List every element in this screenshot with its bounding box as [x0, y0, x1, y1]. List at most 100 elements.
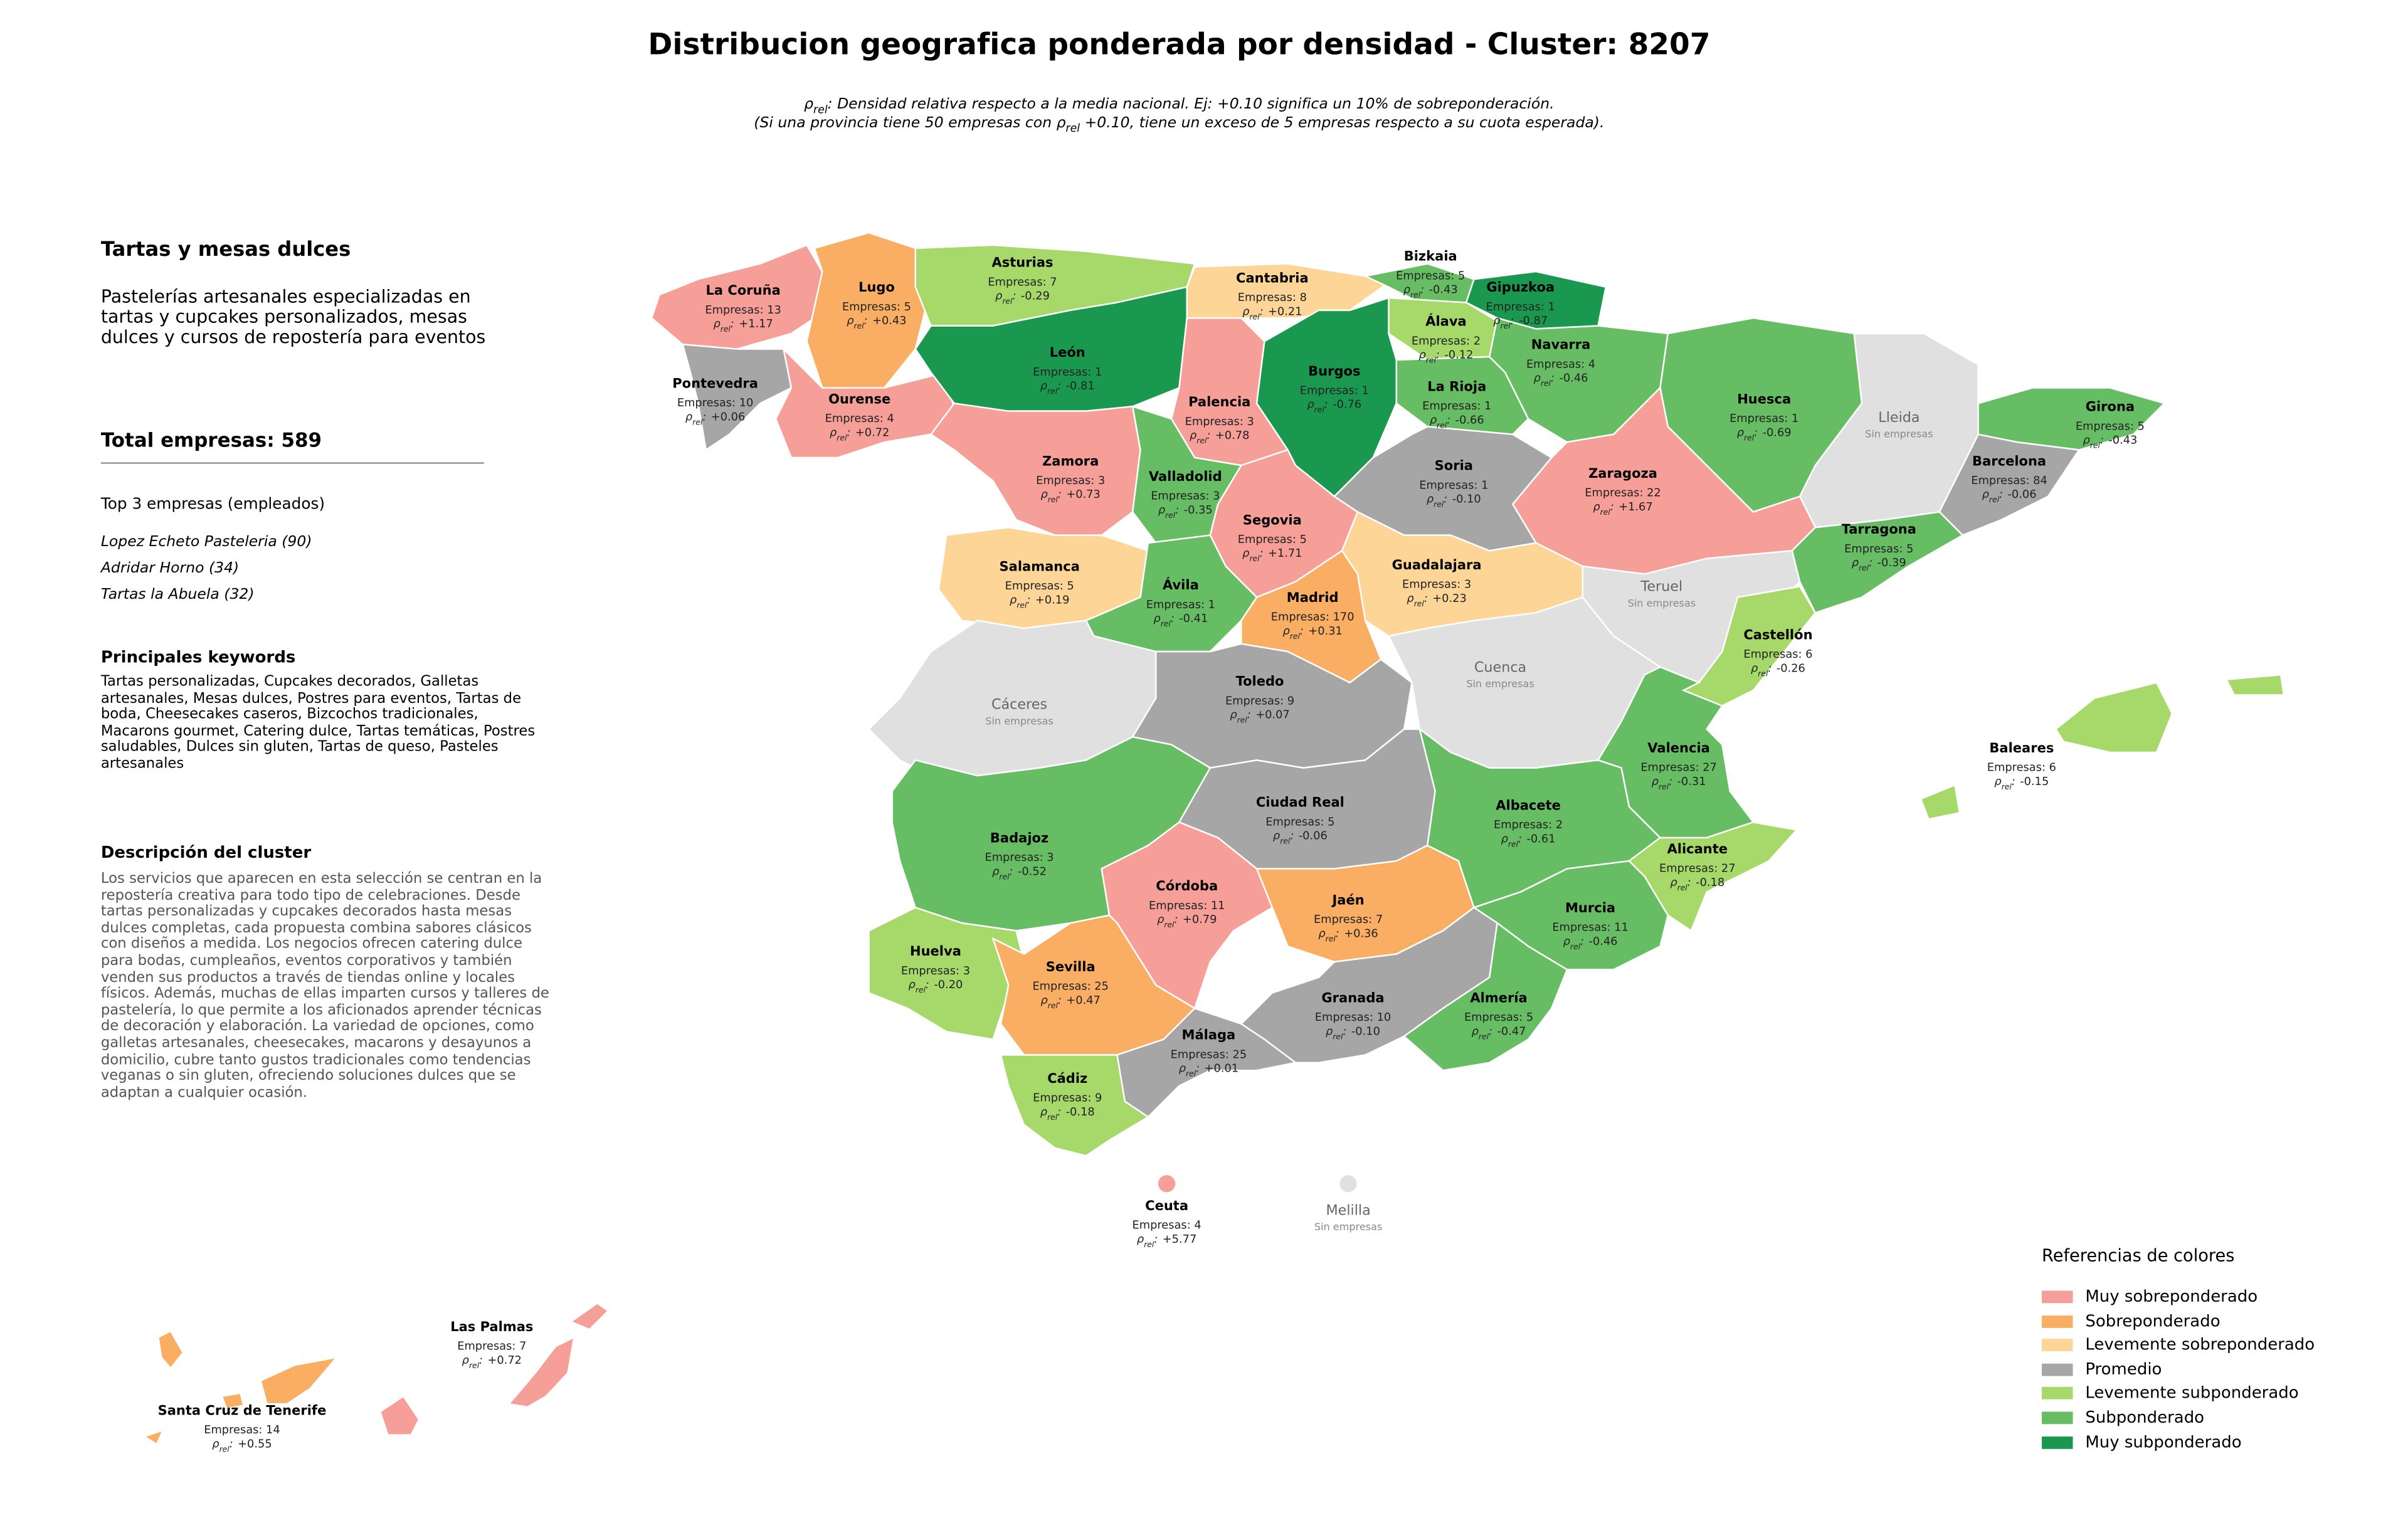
province-rho: ρrel: +5.77	[1137, 1233, 1196, 1249]
rho-value: -0.06	[2007, 488, 2036, 501]
province-count: Empresas: 6	[1743, 648, 1812, 661]
province-rho: ρrel: +0.36	[1318, 927, 1378, 943]
rho-sub: rel	[1186, 1070, 1196, 1078]
rho-value: +0.78	[1215, 429, 1250, 442]
rho-sep: :	[1869, 556, 1872, 569]
legend-label: Levemente sobreponderado	[2085, 1336, 2315, 1355]
province-count: Empresas: 5	[1396, 269, 1465, 282]
keywords-heading: Principales keywords	[100, 648, 296, 667]
province-rho: ρrel: -0.41	[1153, 612, 1208, 628]
rho-value: +0.31	[1308, 624, 1343, 638]
rho-sep: :	[1207, 429, 1210, 442]
rho-sep: :	[1580, 935, 1584, 948]
province-rho: ρrel: -0.69	[1737, 426, 1792, 442]
rho: ρ	[1158, 503, 1166, 517]
legend-title: Referencias de colores	[2042, 1245, 2235, 1266]
province-count: Empresas: 4	[1133, 1219, 1201, 1232]
legend-label: Subponderado	[2085, 1408, 2205, 1428]
province-name: Zamora	[1042, 453, 1099, 468]
province-count: Empresas: 170	[1271, 611, 1354, 624]
rho: ρ	[1472, 1025, 1479, 1038]
province-rho: ρrel: +0.31	[1282, 624, 1342, 641]
divider	[100, 462, 484, 464]
province-rho: ρrel: -0.15	[1994, 775, 2049, 791]
province-rho: ρrel: -0.20	[908, 978, 963, 994]
rho-value: +0.19	[1035, 593, 1070, 606]
top-item: Tartas la Abuela (32)	[100, 586, 255, 604]
rho: ρ	[1307, 398, 1314, 411]
rho-sub: rel	[1326, 934, 1336, 943]
rho-sep: :	[1058, 488, 1062, 501]
rho-sep: :	[1768, 661, 1772, 675]
legend-swatch	[2042, 1363, 2073, 1376]
province-count: Empresas: 7	[988, 275, 1057, 288]
province-name: Zaragoza	[1588, 465, 1657, 481]
rho-sep: :	[847, 426, 850, 439]
rho-sub: rel	[837, 433, 847, 442]
province-rho: ρrel: -0.76	[1307, 398, 1361, 414]
rho-sub: rel	[1414, 599, 1425, 608]
rho-sub: rel	[469, 1361, 480, 1370]
province-rho: ρrel: +0.07	[1230, 709, 1289, 725]
rho: ρ	[1670, 876, 1677, 889]
province-rho: ρrel: -0.06	[1273, 830, 1328, 846]
province-shape	[1338, 1173, 1359, 1194]
rho-value: +0.01	[1205, 1062, 1239, 1075]
rho-value: +1.67	[1619, 500, 1653, 514]
rho: ρ	[1040, 379, 1048, 393]
province-rho: ρrel: -0.12	[1419, 349, 1474, 365]
rho-value: +0.47	[1066, 994, 1101, 1007]
province-shape	[569, 1302, 610, 1330]
province-count: Empresas: 5	[1005, 579, 1074, 593]
rho-value: +0.21	[1268, 305, 1302, 318]
rho-sub: rel	[1165, 511, 1176, 520]
rho-sub: rel	[1249, 554, 1260, 563]
rho-value: -0.81	[1066, 379, 1095, 393]
legend-label: Muy sobreponderado	[2085, 1287, 2258, 1307]
legend-swatch	[2042, 1436, 2073, 1448]
rho-value: -0.15	[2020, 775, 2049, 788]
rho-sub: rel	[1290, 632, 1301, 641]
province-name: Cuenca	[1474, 659, 1526, 675]
province-count: Empresas: 10	[1315, 1011, 1391, 1024]
rho-value: -0.52	[1018, 865, 1047, 878]
rho-sep: :	[1290, 830, 1294, 843]
province-rho: ρrel: +1.67	[1593, 500, 1652, 517]
province-name: Ciudad Real	[1256, 794, 1344, 810]
province-name: Cantabria	[1236, 270, 1309, 285]
province-rho: ρrel: -0.10	[1427, 493, 1481, 509]
province-shape	[1920, 784, 1961, 820]
rho-sep: :	[1424, 592, 1428, 605]
province-rho: ρrel: -0.35	[1158, 503, 1213, 520]
rho-value: -0.29	[1021, 290, 1050, 303]
rho: ρ	[1157, 913, 1164, 926]
province-rho: ρrel: +1.17	[713, 317, 773, 334]
province-rho: ρrel: +0.72	[830, 426, 889, 442]
rho-sep: :	[864, 314, 868, 327]
province-count: Empresas: 6	[1987, 761, 2056, 774]
rho: ρ	[1493, 314, 1501, 327]
legend-item: Muy sobreponderado	[2042, 1287, 2258, 1307]
note-text: : Densidad relativa respecto a la media …	[827, 96, 1555, 113]
legend-label: Muy subponderado	[2085, 1433, 2242, 1452]
rho-sep: :	[1489, 1025, 1492, 1038]
legend-item: Muy subponderado	[2042, 1433, 2242, 1452]
rho-sep: :	[1260, 305, 1264, 318]
province-rho: ρrel: -0.18	[1040, 1105, 1095, 1122]
province-shape	[774, 346, 955, 459]
province-name: Barcelona	[1972, 453, 2046, 468]
rho-sub: rel	[1501, 322, 1511, 330]
province-count: Empresas: 3	[1402, 578, 1471, 591]
province-shape	[1938, 433, 2081, 537]
province-shape	[1681, 585, 1817, 707]
rho-sub: rel	[1570, 942, 1581, 951]
rho: ρ	[1563, 935, 1571, 948]
province-rho: ρrel: -0.46	[1534, 372, 1588, 388]
rho-value: +1.17	[739, 317, 773, 330]
rho-value: +0.36	[1344, 927, 1378, 940]
province-count: Empresas: 3	[901, 964, 970, 977]
rho-sep: :	[1010, 865, 1013, 878]
province-rho: ρrel: +1.71	[1242, 547, 1302, 563]
legend-swatch	[2042, 1290, 2073, 1304]
